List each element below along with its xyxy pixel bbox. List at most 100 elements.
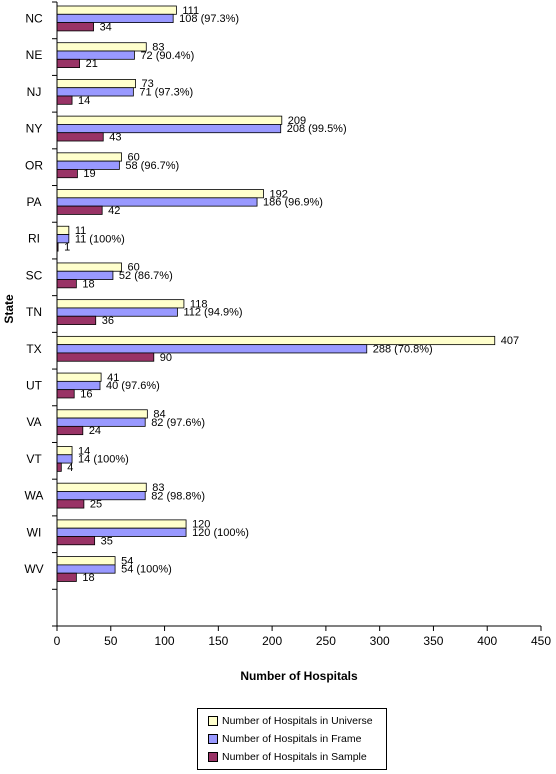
bar-sample-nc xyxy=(56,22,94,32)
legend-item-sample: Number of Hospitals in Sample xyxy=(208,748,386,766)
bar-frame-va xyxy=(56,417,146,427)
data-label-sample-ny: 43 xyxy=(109,132,121,144)
bar-universe-va xyxy=(56,409,148,419)
bar-universe-ri xyxy=(56,225,70,235)
bar-universe-wi xyxy=(56,519,187,529)
category-label-wv: WV xyxy=(24,562,43,576)
data-label-frame-tn: 112 (94.9%) xyxy=(183,307,242,319)
legend-label-frame: Number of Hospitals in Frame xyxy=(222,733,362,745)
data-label-sample-or: 19 xyxy=(83,168,95,180)
data-label-universe-wv: 54 xyxy=(121,555,133,567)
bar-sample-tn xyxy=(56,315,97,325)
x-tick-label-350: 350 xyxy=(423,634,443,648)
legend-item-universe: Number of Hospitals in Universe xyxy=(208,712,386,730)
data-label-sample-nc: 34 xyxy=(100,21,112,33)
data-label-frame-vt: 14 (100%) xyxy=(78,454,129,466)
data-label-universe-or: 60 xyxy=(128,152,140,164)
bar-frame-wi xyxy=(56,527,187,537)
x-tick-label-250: 250 xyxy=(316,634,336,648)
bar-sample-ut xyxy=(56,389,75,399)
legend-item-frame: Number of Hospitals in Frame xyxy=(208,730,386,748)
data-label-sample-ne: 21 xyxy=(86,58,98,70)
y-axis-title: State xyxy=(2,294,16,324)
data-label-frame-wi: 120 (100%) xyxy=(192,527,249,539)
bar-universe-wa xyxy=(56,482,147,492)
data-label-frame-ny: 208 (99.5%) xyxy=(287,123,347,135)
category-label-tx: TX xyxy=(26,342,41,356)
category-label-wi: WI xyxy=(27,525,42,539)
bar-universe-or xyxy=(56,152,122,162)
category-label-nj: NJ xyxy=(27,85,42,99)
category-label-ri: RI xyxy=(28,232,40,246)
data-label-frame-va: 82 (97.6%) xyxy=(151,417,205,429)
bar-sample-sc xyxy=(56,279,77,289)
bar-universe-wv xyxy=(56,556,116,566)
bar-universe-ut xyxy=(56,372,102,382)
category-label-pa: PA xyxy=(26,195,41,209)
bar-sample-ny xyxy=(56,132,104,142)
bar-sample-wi xyxy=(56,536,96,546)
data-label-frame-pa: 186 (96.9%) xyxy=(263,197,323,209)
bar-sample-va xyxy=(56,425,84,436)
bar-sample-wa xyxy=(56,499,85,509)
data-label-universe-sc: 60 xyxy=(128,262,140,274)
legend-label-sample: Number of Hospitals in Sample xyxy=(222,751,367,763)
legend-swatch-universe xyxy=(208,716,218,726)
data-label-frame-nj: 71 (97.3%) xyxy=(139,87,193,99)
bar-frame-tx xyxy=(56,344,368,354)
data-label-universe-va: 84 xyxy=(153,409,165,421)
data-label-universe-wi: 120 xyxy=(192,519,210,531)
category-label-tn: TN xyxy=(26,305,42,319)
category-label-sc: SC xyxy=(26,268,43,282)
data-label-universe-tn: 118 xyxy=(190,298,208,310)
x-tick-label-450: 450 xyxy=(531,634,551,648)
x-tick-label-200: 200 xyxy=(262,634,282,648)
bar-sample-vt xyxy=(56,462,62,472)
data-label-frame-tx: 288 (70.8%) xyxy=(373,343,433,355)
data-label-universe-ri: 11 xyxy=(75,225,86,237)
data-label-universe-vt: 14 xyxy=(78,445,90,457)
data-label-frame-wa: 82 (98.8%) xyxy=(151,490,205,502)
bars-group xyxy=(56,5,496,582)
data-label-frame-sc: 52 (86.7%) xyxy=(119,270,173,282)
bar-frame-ut xyxy=(56,380,101,391)
bar-frame-ny xyxy=(56,124,282,134)
category-label-nc: NC xyxy=(25,11,43,25)
bar-universe-ne xyxy=(56,42,147,52)
category-label-va: VA xyxy=(26,415,41,429)
x-tick-label-400: 400 xyxy=(477,634,497,648)
legend: Number of Hospitals in Universe Number o… xyxy=(197,708,387,770)
bar-sample-wv xyxy=(56,572,77,582)
data-label-sample-wi: 35 xyxy=(101,535,113,547)
x-tick-label-300: 300 xyxy=(370,634,390,648)
x-tick-label-100: 100 xyxy=(155,634,175,648)
bar-frame-pa xyxy=(56,197,258,207)
data-label-frame-ri: 11 (100%) xyxy=(75,233,125,245)
x-axis-title: Number of Hospitals xyxy=(240,669,358,683)
legend-swatch-frame xyxy=(208,734,218,744)
data-label-sample-tn: 36 xyxy=(102,315,114,327)
x-tick-label-0: 0 xyxy=(54,634,61,648)
bar-sample-nj xyxy=(56,95,73,105)
bar-universe-sc xyxy=(56,262,122,272)
data-label-sample-sc: 18 xyxy=(82,278,94,290)
bar-universe-vt xyxy=(56,446,73,456)
legend-swatch-sample xyxy=(208,752,218,762)
bar-universe-nj xyxy=(56,79,136,89)
data-label-sample-wa: 25 xyxy=(90,499,102,511)
data-label-sample-vt: 4 xyxy=(67,462,73,474)
bar-universe-ny xyxy=(56,115,283,125)
data-label-universe-ny: 209 xyxy=(288,115,306,127)
bar-frame-tn xyxy=(56,307,178,317)
category-label-wa: WA xyxy=(25,489,44,503)
x-tick-label-50: 50 xyxy=(104,634,118,648)
data-label-frame-ut: 40 (97.6%) xyxy=(106,380,160,392)
bar-frame-nj xyxy=(56,87,134,97)
data-label-universe-tx: 407 xyxy=(501,335,519,347)
x-tick-label-150: 150 xyxy=(208,634,228,648)
data-label-sample-wv: 18 xyxy=(82,572,94,584)
category-label-vt: VT xyxy=(26,452,42,466)
data-label-sample-ut: 16 xyxy=(80,388,92,400)
